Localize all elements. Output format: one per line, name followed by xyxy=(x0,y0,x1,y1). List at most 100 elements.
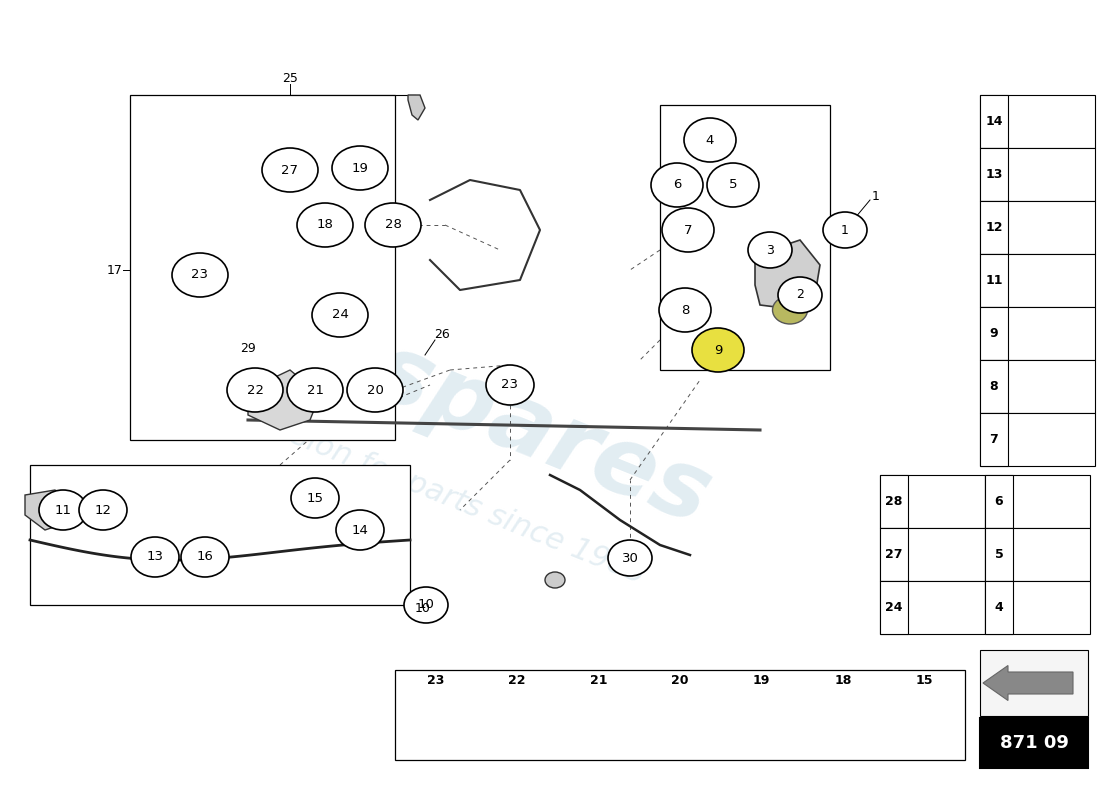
Ellipse shape xyxy=(39,490,87,530)
Ellipse shape xyxy=(544,572,565,588)
Bar xyxy=(980,718,1088,768)
Text: 14: 14 xyxy=(352,523,368,537)
Text: 24: 24 xyxy=(331,309,349,322)
Text: 7: 7 xyxy=(684,223,692,237)
Ellipse shape xyxy=(312,293,368,337)
Ellipse shape xyxy=(778,277,822,313)
Ellipse shape xyxy=(823,212,867,248)
Ellipse shape xyxy=(684,118,736,162)
Bar xyxy=(980,254,1094,307)
Ellipse shape xyxy=(662,208,714,252)
Text: 18: 18 xyxy=(834,674,851,687)
Text: 11: 11 xyxy=(986,274,1003,287)
Text: 3: 3 xyxy=(766,243,774,257)
Ellipse shape xyxy=(287,368,343,412)
Ellipse shape xyxy=(332,146,388,190)
Text: 10: 10 xyxy=(418,598,434,611)
Ellipse shape xyxy=(651,163,703,207)
Bar xyxy=(30,465,410,605)
Text: 18: 18 xyxy=(317,218,333,231)
Text: 4: 4 xyxy=(994,601,1003,614)
Bar xyxy=(984,528,1090,581)
Bar xyxy=(880,528,984,581)
Bar xyxy=(130,95,395,440)
Ellipse shape xyxy=(79,490,126,530)
Text: 26: 26 xyxy=(434,329,450,342)
Bar xyxy=(980,360,1008,413)
Text: 27: 27 xyxy=(886,548,903,561)
Text: 4: 4 xyxy=(706,134,714,146)
Text: 6: 6 xyxy=(673,178,681,191)
Bar xyxy=(660,105,830,370)
FancyArrow shape xyxy=(983,666,1072,701)
Ellipse shape xyxy=(486,365,534,405)
Text: 23: 23 xyxy=(427,674,444,687)
Text: 12: 12 xyxy=(95,503,111,517)
Bar xyxy=(980,95,1008,148)
Ellipse shape xyxy=(772,296,807,324)
Bar xyxy=(880,528,907,581)
Bar xyxy=(980,413,1094,466)
Bar xyxy=(980,201,1008,254)
Text: 5: 5 xyxy=(994,548,1003,561)
Bar xyxy=(980,307,1094,360)
Text: 22: 22 xyxy=(508,674,526,687)
Bar xyxy=(980,95,1094,148)
Text: 1: 1 xyxy=(872,190,880,202)
Bar xyxy=(880,581,984,634)
Bar xyxy=(984,581,1013,634)
Text: 11: 11 xyxy=(55,503,72,517)
Text: 28: 28 xyxy=(886,495,903,508)
Ellipse shape xyxy=(692,328,744,372)
Text: a passion for parts since 1985: a passion for parts since 1985 xyxy=(211,390,649,590)
Text: 2: 2 xyxy=(796,289,804,302)
Text: 5: 5 xyxy=(728,178,737,191)
Text: 27: 27 xyxy=(282,163,298,177)
Polygon shape xyxy=(25,490,65,530)
Ellipse shape xyxy=(182,537,229,577)
Text: 19: 19 xyxy=(752,674,770,687)
Bar xyxy=(980,254,1008,307)
Bar xyxy=(880,475,907,528)
Bar xyxy=(980,148,1008,201)
Text: 25: 25 xyxy=(282,71,298,85)
Text: 21: 21 xyxy=(590,674,607,687)
Text: 7: 7 xyxy=(990,433,999,446)
Bar xyxy=(984,475,1090,528)
Ellipse shape xyxy=(365,203,421,247)
Bar xyxy=(980,148,1094,201)
Ellipse shape xyxy=(262,148,318,192)
Text: 16: 16 xyxy=(197,550,213,563)
Ellipse shape xyxy=(707,163,759,207)
Text: 22: 22 xyxy=(246,383,264,397)
Text: —: — xyxy=(421,603,430,613)
Text: 28: 28 xyxy=(385,218,402,231)
Ellipse shape xyxy=(404,587,448,623)
Text: 871 09: 871 09 xyxy=(1000,734,1068,752)
Ellipse shape xyxy=(227,368,283,412)
Text: 13: 13 xyxy=(146,550,164,563)
Ellipse shape xyxy=(336,510,384,550)
Text: 14: 14 xyxy=(986,115,1003,128)
Bar xyxy=(980,201,1094,254)
Text: 9: 9 xyxy=(990,327,999,340)
Text: 21: 21 xyxy=(307,383,323,397)
Text: 20: 20 xyxy=(671,674,689,687)
Text: 19: 19 xyxy=(352,162,368,174)
Bar xyxy=(980,307,1008,360)
Bar xyxy=(880,581,907,634)
Ellipse shape xyxy=(748,232,792,268)
Bar xyxy=(984,475,1013,528)
Text: 24: 24 xyxy=(886,601,903,614)
Text: 13: 13 xyxy=(986,168,1003,181)
Bar xyxy=(880,475,984,528)
Ellipse shape xyxy=(659,288,711,332)
Ellipse shape xyxy=(346,368,403,412)
Text: 20: 20 xyxy=(366,383,384,397)
Ellipse shape xyxy=(297,203,353,247)
Bar xyxy=(980,413,1008,466)
Text: 15: 15 xyxy=(915,674,933,687)
Ellipse shape xyxy=(131,537,179,577)
Bar xyxy=(980,650,1088,716)
Polygon shape xyxy=(408,95,425,120)
